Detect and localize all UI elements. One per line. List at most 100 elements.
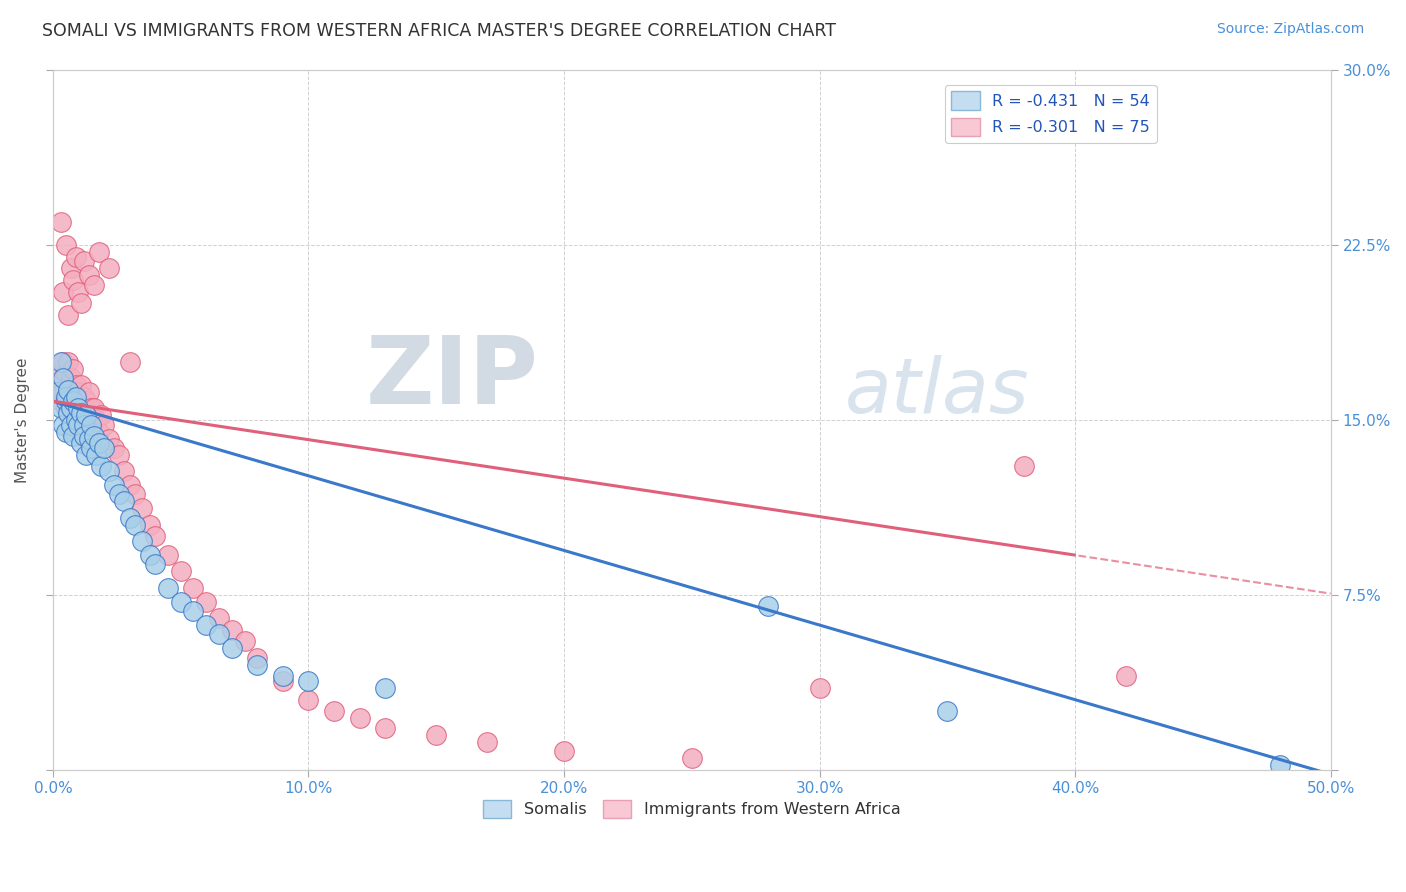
- Point: [62, 361, 84, 376]
- Point: [58, 406, 80, 420]
- Point: [70, 436, 93, 450]
- Point: [1268, 758, 1291, 772]
- Point: [70, 406, 93, 420]
- Point: [90, 408, 112, 422]
- Point: [58, 383, 80, 397]
- Point: [65, 390, 87, 404]
- Point: [195, 618, 218, 632]
- Point: [103, 441, 125, 455]
- Point: [758, 599, 780, 614]
- Point: [80, 401, 103, 416]
- Point: [55, 366, 77, 380]
- Point: [59, 371, 82, 385]
- Point: [118, 510, 141, 524]
- Text: Source: ZipAtlas.com: Source: ZipAtlas.com: [1216, 22, 1364, 37]
- Point: [1115, 669, 1137, 683]
- Point: [271, 673, 294, 688]
- Point: [77, 432, 100, 446]
- Point: [49, 214, 72, 228]
- Point: [156, 581, 179, 595]
- Point: [170, 595, 193, 609]
- Point: [323, 704, 346, 718]
- Point: [87, 244, 110, 259]
- Point: [143, 558, 166, 572]
- Point: [93, 441, 115, 455]
- Point: [195, 595, 218, 609]
- Point: [72, 390, 94, 404]
- Point: [208, 627, 231, 641]
- Point: [49, 401, 72, 416]
- Point: [59, 390, 82, 404]
- Point: [108, 448, 131, 462]
- Point: [62, 384, 84, 399]
- Point: [58, 354, 80, 368]
- Point: [59, 417, 82, 432]
- Point: [75, 448, 97, 462]
- Point: [62, 273, 84, 287]
- Point: [208, 611, 231, 625]
- Point: [124, 517, 146, 532]
- Point: [425, 728, 447, 742]
- Point: [118, 478, 141, 492]
- Point: [170, 565, 193, 579]
- Point: [118, 354, 141, 368]
- Point: [143, 529, 166, 543]
- Point: [59, 401, 82, 416]
- Point: [83, 277, 105, 292]
- Point: [233, 634, 256, 648]
- Point: [59, 261, 82, 276]
- Point: [49, 394, 72, 409]
- Point: [1012, 459, 1035, 474]
- Point: [52, 285, 75, 299]
- Point: [83, 401, 105, 416]
- Point: [67, 401, 90, 416]
- Point: [72, 429, 94, 443]
- Point: [114, 494, 136, 508]
- Point: [67, 417, 90, 432]
- Point: [87, 425, 110, 439]
- Point: [183, 581, 205, 595]
- Point: [477, 734, 499, 748]
- Point: [46, 377, 69, 392]
- Point: [65, 250, 87, 264]
- Point: [77, 384, 100, 399]
- Point: [49, 361, 72, 376]
- Point: [98, 261, 121, 276]
- Point: [70, 296, 93, 310]
- Point: [72, 401, 94, 416]
- Point: [80, 441, 103, 455]
- Point: [55, 238, 77, 252]
- Point: [114, 464, 136, 478]
- Point: [70, 413, 93, 427]
- Point: [681, 751, 703, 765]
- Point: [103, 478, 125, 492]
- Point: [221, 623, 243, 637]
- Point: [87, 436, 110, 450]
- Text: SOMALI VS IMMIGRANTS FROM WESTERN AFRICA MASTER'S DEGREE CORRELATION CHART: SOMALI VS IMMIGRANTS FROM WESTERN AFRICA…: [42, 22, 837, 40]
- Point: [936, 704, 959, 718]
- Point: [58, 377, 80, 392]
- Point: [52, 384, 75, 399]
- Point: [67, 384, 90, 399]
- Point: [131, 501, 153, 516]
- Point: [65, 394, 87, 409]
- Point: [349, 711, 371, 725]
- Point: [52, 354, 75, 368]
- Point: [80, 417, 103, 432]
- Point: [139, 517, 162, 532]
- Legend: Somalis, Immigrants from Western Africa: Somalis, Immigrants from Western Africa: [477, 793, 907, 824]
- Point: [108, 487, 131, 501]
- Point: [65, 377, 87, 392]
- Point: [62, 429, 84, 443]
- Point: [271, 669, 294, 683]
- Point: [67, 401, 90, 416]
- Point: [374, 681, 396, 695]
- Text: atlas: atlas: [845, 355, 1029, 429]
- Point: [72, 254, 94, 268]
- Point: [86, 448, 108, 462]
- Point: [55, 425, 77, 439]
- Point: [124, 487, 146, 501]
- Point: [86, 413, 108, 427]
- Point: [93, 417, 115, 432]
- Point: [98, 432, 121, 446]
